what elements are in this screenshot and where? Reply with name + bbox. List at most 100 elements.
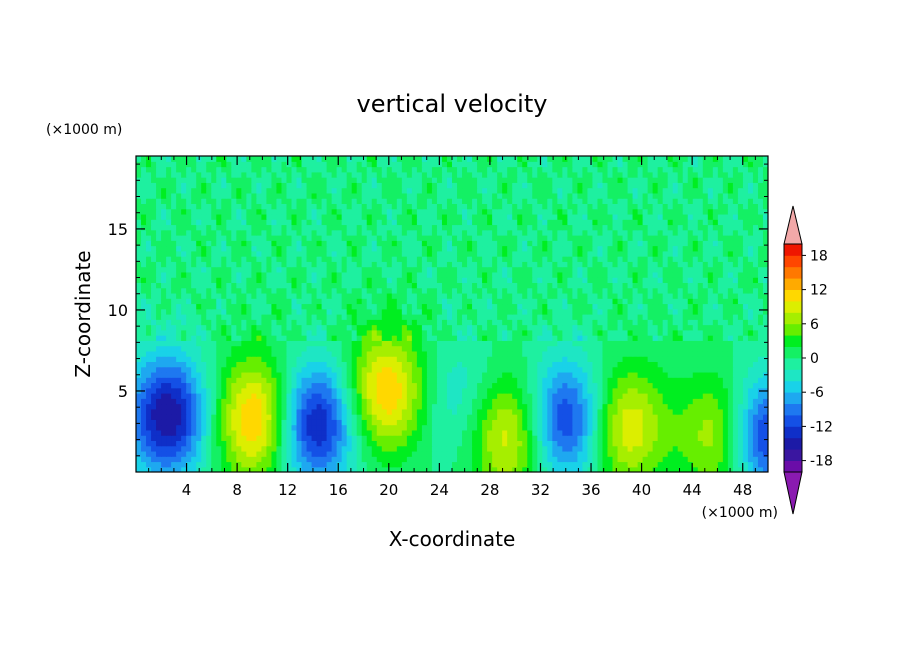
heatmap-cell — [747, 366, 754, 373]
heatmap-cell — [226, 350, 232, 357]
heatmap-cell — [457, 466, 463, 472]
heatmap-cell — [662, 387, 669, 394]
heatmap-cell — [697, 277, 704, 283]
heatmap-cell — [236, 466, 242, 472]
heatmap-cell — [216, 429, 222, 436]
heatmap-cell — [532, 393, 538, 399]
heatmap-cell — [331, 445, 338, 452]
heatmap-cell — [737, 266, 744, 273]
heatmap-cell — [376, 298, 383, 305]
heatmap-cell — [722, 324, 729, 331]
heatmap-cell — [426, 440, 433, 447]
heatmap-cell — [351, 445, 358, 452]
heatmap-cell — [602, 424, 609, 431]
heatmap-cell — [201, 419, 207, 426]
heatmap-cell — [602, 403, 609, 410]
heatmap-cell — [697, 387, 704, 394]
heatmap-cell — [386, 308, 393, 315]
heatmap-cell — [707, 424, 714, 431]
heatmap-cell — [652, 366, 659, 373]
heatmap-cell — [216, 387, 222, 394]
heatmap-cell — [512, 456, 518, 463]
heatmap-cell — [652, 298, 659, 305]
heatmap-cell — [441, 445, 448, 452]
heatmap-cell — [216, 382, 222, 389]
heatmap-cell — [462, 371, 468, 378]
heatmap-cell — [231, 329, 237, 336]
heatmap-cell — [436, 350, 443, 357]
heatmap-cell — [482, 345, 488, 352]
heatmap-cell — [652, 440, 659, 447]
heatmap-cell — [537, 371, 543, 378]
heatmap-cell — [482, 445, 488, 452]
heatmap-cell — [472, 466, 478, 472]
y-unit-label: (×1000 m) — [46, 122, 122, 138]
heatmap-cell — [361, 387, 368, 394]
heatmap-cell — [492, 308, 498, 315]
heatmap-cell — [261, 324, 268, 331]
heatmap-cell — [522, 398, 528, 405]
heatmap-cell — [401, 303, 408, 310]
heatmap-cell — [497, 287, 503, 294]
heatmap-cell — [396, 303, 403, 310]
heatmap-cell — [557, 429, 563, 436]
heatmap-cell — [502, 335, 508, 341]
heatmap-cell — [707, 445, 714, 452]
heatmap-cell — [266, 424, 273, 431]
heatmap-cell — [216, 303, 222, 310]
heatmap-cell — [732, 424, 739, 431]
heatmap-cell — [386, 324, 393, 331]
heatmap-cell — [316, 340, 323, 347]
heatmap-cell — [236, 329, 242, 336]
heatmap-cell — [266, 361, 273, 368]
heatmap-cell — [391, 324, 398, 331]
heatmap-cell — [381, 371, 388, 378]
heatmap-cell — [376, 277, 383, 283]
heatmap-cell — [256, 435, 262, 441]
heatmap-cell — [737, 277, 744, 283]
heatmap-cell — [301, 277, 308, 283]
heatmap-cell — [547, 408, 553, 415]
heatmap-cell — [742, 408, 749, 415]
heatmap-cell — [732, 308, 739, 315]
heatmap-cell — [512, 398, 518, 405]
heatmap-cell — [241, 403, 247, 410]
heatmap-cell — [411, 403, 418, 410]
heatmap-cell — [747, 266, 754, 273]
heatmap-cell — [391, 314, 398, 320]
heatmap-cell — [236, 271, 242, 278]
heatmap-cell — [602, 393, 609, 399]
heatmap-cell — [276, 329, 283, 336]
heatmap-cell — [226, 445, 232, 452]
heatmap-cell — [356, 429, 363, 436]
heatmap-cell — [552, 340, 558, 347]
heatmap-cell — [652, 461, 659, 468]
heatmap-cell — [401, 350, 408, 357]
heatmap-cell — [532, 298, 538, 305]
heatmap-cell — [642, 450, 649, 457]
heatmap-cell — [326, 387, 333, 394]
heatmap-cell — [301, 387, 308, 394]
heatmap-cell — [672, 403, 679, 410]
heatmap-cell — [742, 271, 749, 278]
heatmap-cell — [672, 440, 679, 447]
heatmap-cell — [672, 277, 679, 283]
heatmap-cell — [457, 456, 463, 463]
heatmap-cell — [617, 361, 624, 368]
heatmap-cell — [266, 292, 273, 299]
heatmap-cell — [747, 445, 754, 452]
heatmap-cell — [752, 282, 759, 289]
heatmap-cell — [542, 287, 548, 294]
heatmap-cell — [547, 329, 553, 336]
heatmap-cell — [346, 461, 353, 468]
heatmap-cell — [186, 382, 192, 389]
heatmap-cell — [401, 356, 408, 362]
heatmap-cell — [732, 387, 739, 394]
heatmap-cell — [386, 398, 393, 405]
heatmap-cell — [246, 350, 252, 357]
heatmap-cell — [446, 282, 453, 289]
heatmap-cell — [517, 398, 523, 405]
heatmap-cell — [462, 308, 468, 315]
heatmap-cell — [512, 287, 518, 294]
heatmap-cell — [331, 398, 338, 405]
